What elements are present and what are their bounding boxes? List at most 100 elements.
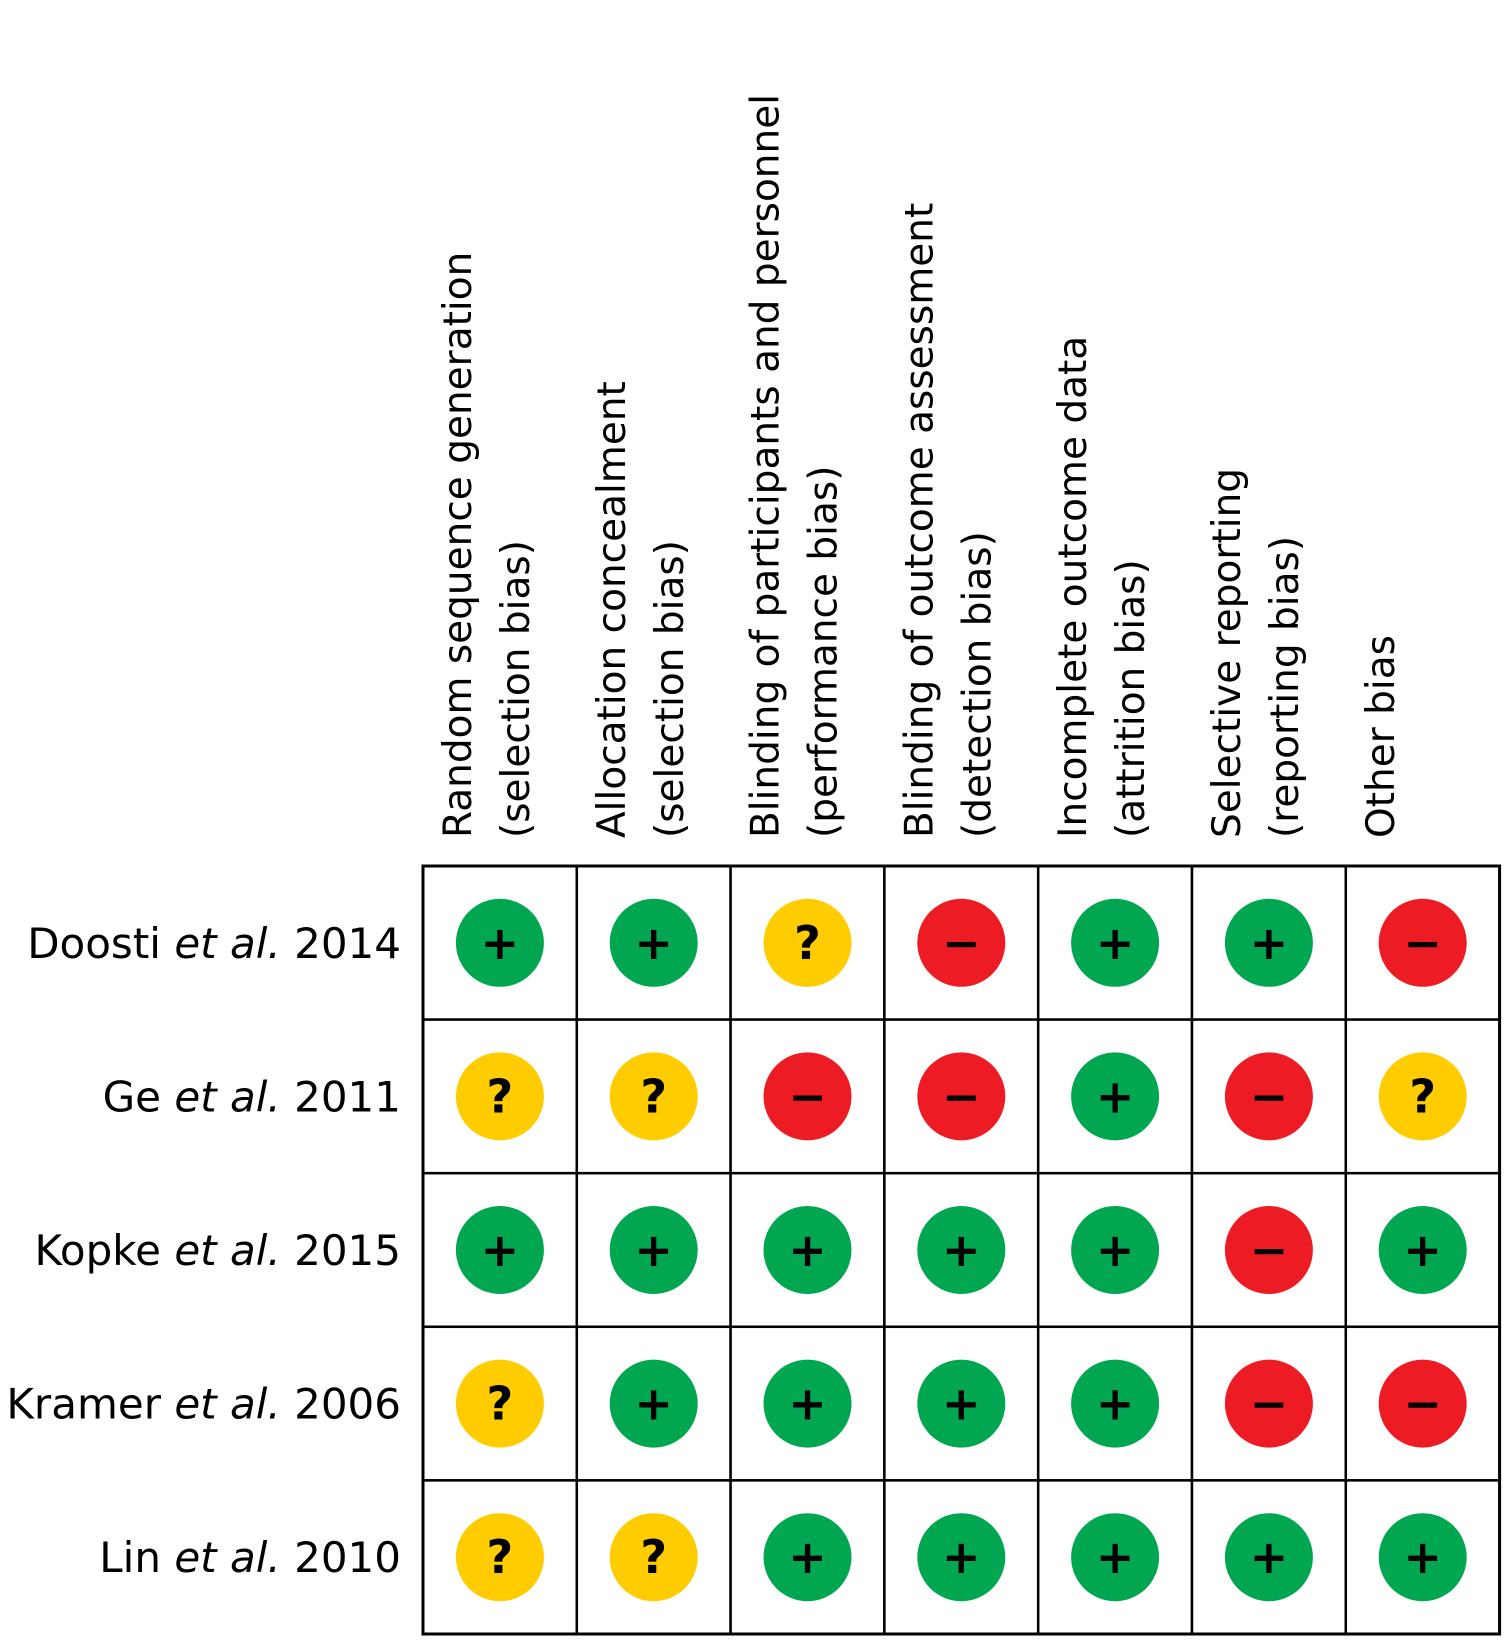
judgement-low-circle: [917, 1206, 1006, 1294]
grid-cell: +: [1036, 864, 1194, 1021]
judgement-symbol: −: [788, 1069, 827, 1123]
grid-cell: ?: [421, 1018, 579, 1175]
domain-header-line2: (detection bias): [955, 531, 1000, 838]
grid-cell: +: [729, 1325, 886, 1482]
grid-cell: +: [1190, 864, 1348, 1021]
domain-header-line2: (reporting bias): [1263, 536, 1308, 838]
grid-cell: +: [1344, 1171, 1501, 1329]
grid-cell: +: [575, 1171, 732, 1329]
grid-cell: +: [1036, 1479, 1194, 1636]
study-author: Ge: [103, 1072, 161, 1121]
grid-cell: +: [883, 1325, 1040, 1482]
judgement-symbol: +: [481, 1223, 520, 1277]
judgement-symbol: +: [1096, 1223, 1135, 1277]
domain-header-line2: (performance bias): [802, 466, 847, 838]
domain-header-line2: (selection bias): [648, 540, 693, 838]
cell-border: [883, 1325, 1040, 1482]
study-year: 2014: [294, 919, 401, 968]
judgement-symbol: +: [634, 1223, 673, 1277]
judgement-low-circle: [455, 1206, 544, 1294]
judgement-symbol: −: [1250, 1377, 1289, 1431]
study-labels: Doosti et al. 2014 Ge et al. 2011 Kopke et…: [6, 919, 401, 1582]
judgement-low-circle: [1071, 1206, 1160, 1294]
grid-cell: +: [1036, 1171, 1194, 1329]
cell-border: [1344, 1325, 1501, 1482]
study-label: Doosti et al. 2014: [27, 919, 401, 968]
grid-cell: +: [883, 1171, 1040, 1329]
domain-header-line2: (selection bias): [494, 540, 539, 838]
study-etal: et al.: [174, 1072, 280, 1121]
domain-header-line1: Blinding of participants and personnel: [744, 94, 789, 838]
judgement-high-circle: [1224, 1359, 1313, 1448]
grid-cell: ?: [421, 1325, 579, 1482]
judgement-symbol: +: [1096, 1530, 1135, 1584]
grid-cell: −: [883, 864, 1040, 1021]
judgement-unclear-circle: [455, 1513, 544, 1602]
judgement-symbol: +: [1403, 1530, 1442, 1584]
grid-cell: +: [575, 1325, 732, 1482]
grid-cell: +: [575, 864, 732, 1021]
domain-header: Selective reporting (reporting bias): [1205, 468, 1308, 838]
judgement-high-circle: [1224, 1206, 1313, 1294]
judgement-low-circle: [1378, 1206, 1467, 1294]
judgement-symbol: +: [942, 1530, 981, 1584]
grid-cell: +: [883, 1479, 1040, 1636]
study-author: Doosti: [27, 919, 161, 968]
grid-frame: [421, 864, 1502, 1636]
grid-cell: ?: [575, 1479, 732, 1636]
study-year: 2011: [294, 1072, 401, 1121]
grid-cell: +: [421, 864, 579, 1021]
grid-cell: +: [1344, 1479, 1501, 1636]
judgement-unclear-circle: [455, 1052, 544, 1141]
judgement-low-circle: [455, 898, 544, 987]
judgement-symbol: −: [1250, 1223, 1289, 1277]
grid-cell: −: [1344, 1325, 1501, 1482]
judgement-low-circle: [1071, 898, 1160, 987]
judgement-low-circle: [1071, 1513, 1160, 1602]
grid-cell: +: [1036, 1325, 1194, 1482]
judgement-low-circle: [1071, 1052, 1160, 1141]
grid-cell: −: [1190, 1018, 1348, 1175]
study-year: 2010: [294, 1533, 401, 1582]
judgement-symbol: ?: [640, 1069, 667, 1123]
study-label: Ge et al. 2011: [103, 1072, 401, 1121]
domain-header: Incomplete outcome data (attrition bias): [1051, 336, 1154, 838]
study-etal: et al.: [174, 1226, 280, 1275]
judgement-symbol: −: [942, 1069, 981, 1123]
judgement-symbol: +: [634, 1377, 673, 1431]
domain-header-line1: Allocation concealment: [590, 381, 635, 838]
judgement-symbol: +: [942, 1223, 981, 1277]
domain-header-line1: Random sequence generation: [436, 252, 481, 838]
judgement-low-circle: [763, 1359, 852, 1448]
judgement-high-circle: [917, 898, 1006, 987]
judgement-symbol: +: [481, 916, 520, 970]
judgement-high-circle: [1378, 898, 1467, 987]
judgement-symbol: ?: [794, 916, 821, 970]
judgement-low-circle: [1071, 1359, 1160, 1448]
judgement-unclear-circle: [609, 1052, 698, 1141]
study-label: Kopke et al. 2015: [34, 1226, 401, 1275]
judgement-low-circle: [609, 1206, 698, 1294]
grid-cell: −: [1190, 1171, 1348, 1329]
grid-cell: +: [729, 1479, 886, 1636]
domain-header: Blinding of outcome assessment (detection…: [897, 203, 1000, 838]
domain-header: Other bias: [1359, 635, 1404, 838]
domain-header-line1: Selective reporting: [1205, 468, 1250, 838]
judgement-symbol: −: [942, 916, 981, 970]
study-etal: et al.: [174, 1533, 280, 1582]
judgement-high-circle: [917, 1052, 1006, 1141]
judgement-low-circle: [609, 898, 698, 987]
judgement-low-circle: [609, 1359, 698, 1448]
domain-header: Random sequence generation (selection bia…: [436, 252, 539, 838]
study-author: Lin: [99, 1533, 161, 1582]
grid-cell: ?: [575, 1018, 732, 1175]
domain-header-line1: Blinding of outcome assessment: [897, 203, 942, 838]
judgement-symbol: +: [788, 1530, 827, 1584]
judgement-symbol: +: [788, 1223, 827, 1277]
grid-cell: ?: [729, 864, 886, 1021]
judgement-symbol: ?: [1409, 1069, 1436, 1123]
domain-header: Allocation concealment (selection bias): [590, 381, 693, 838]
grid-cell: −: [1344, 864, 1501, 1021]
judgement-high-circle: [1378, 1359, 1467, 1448]
